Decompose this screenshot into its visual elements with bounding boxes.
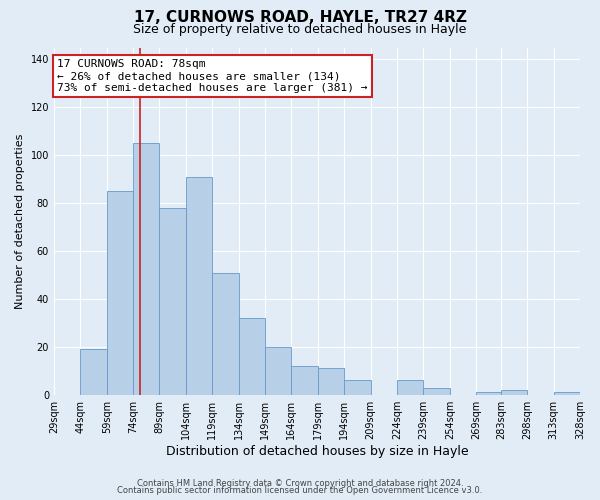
Bar (318, 368, 344, 394)
Y-axis label: Number of detached properties: Number of detached properties (15, 134, 25, 309)
Text: Size of property relative to detached houses in Hayle: Size of property relative to detached ho… (133, 22, 467, 36)
Text: 17 CURNOWS ROAD: 78sqm
← 26% of detached houses are smaller (134)
73% of semi-de: 17 CURNOWS ROAD: 78sqm ← 26% of detached… (58, 60, 368, 92)
Bar (476, 392, 501, 394)
Text: Contains HM Land Registry data © Crown copyright and database right 2024.: Contains HM Land Registry data © Crown c… (137, 478, 463, 488)
Bar (80, 349, 107, 395)
X-axis label: Distribution of detached houses by size in Hayle: Distribution of detached houses by size … (166, 444, 468, 458)
Text: 17, CURNOWS ROAD, HAYLE, TR27 4RZ: 17, CURNOWS ROAD, HAYLE, TR27 4RZ (133, 10, 467, 25)
Text: Contains public sector information licensed under the Open Government Licence v3: Contains public sector information licen… (118, 486, 482, 495)
Bar (239, 318, 265, 394)
Bar (501, 390, 527, 394)
Bar (265, 347, 292, 395)
Bar (397, 380, 424, 394)
Bar (212, 272, 239, 394)
Bar (554, 392, 580, 394)
Bar (424, 388, 450, 394)
Bar (186, 177, 212, 394)
Bar (292, 366, 318, 394)
Bar (107, 191, 133, 394)
Bar (344, 380, 371, 394)
Bar (160, 208, 186, 394)
Bar (133, 144, 160, 394)
